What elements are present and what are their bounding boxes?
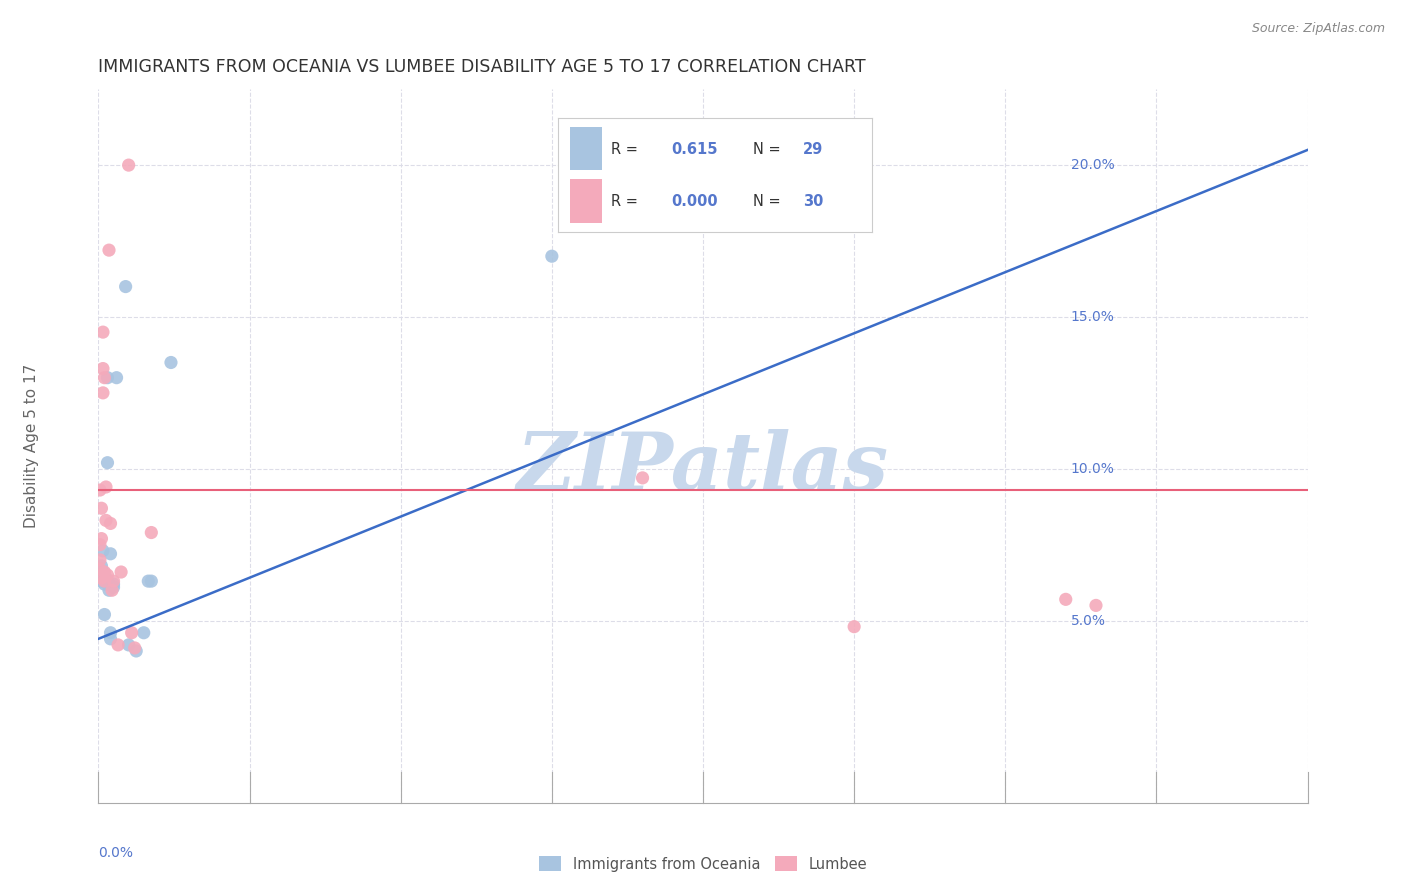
Point [90,558,112,573]
Point [89,562,111,576]
Point [93,574,115,588]
Point [631,471,654,485]
Point [110,565,132,579]
Legend: Immigrants from Oceania, Lumbee: Immigrants from Oceania, Lumbee [533,850,873,878]
Point [89,483,111,497]
Point [89,568,111,582]
Text: 20.0%: 20.0% [1070,158,1115,172]
Point [540,249,562,263]
Point [91,543,114,558]
Point [93,565,115,579]
Point [90,532,112,546]
Point [91,565,114,579]
Point [100,625,122,640]
Point [89,538,111,552]
Point [125,644,148,658]
Point [114,279,136,293]
Text: Disability Age 5 to 17: Disability Age 5 to 17 [24,364,39,528]
Point [94,574,117,588]
Text: 5.0%: 5.0% [1070,614,1105,628]
Point [96,456,118,470]
Point [91,325,114,339]
Text: 0.0%: 0.0% [98,846,134,860]
Point [93,577,115,591]
Text: Source: ZipAtlas.com: Source: ZipAtlas.com [1251,22,1385,36]
Point [94,480,117,494]
Point [107,638,129,652]
Point [101,583,124,598]
Point [132,625,155,640]
Point [93,607,115,622]
Point [100,516,122,531]
Text: 10.0%: 10.0% [1070,462,1115,475]
Text: ZIPatlas: ZIPatlas [517,429,889,506]
Point [105,370,128,384]
Point [118,638,141,652]
Point [124,640,146,655]
Point [98,583,121,598]
Point [93,574,115,588]
Point [91,571,114,585]
Point [136,574,159,588]
Point [103,580,125,594]
Point [1054,592,1077,607]
Point [96,568,118,582]
Point [93,370,115,384]
Text: IMMIGRANTS FROM OCEANIA VS LUMBEE DISABILITY AGE 5 TO 17 CORRELATION CHART: IMMIGRANTS FROM OCEANIA VS LUMBEE DISABI… [98,58,866,76]
Point [90,574,112,588]
Point [98,243,121,257]
Point [103,574,125,588]
Point [89,553,111,567]
Point [91,361,114,376]
Point [118,158,141,172]
Point [90,571,112,585]
Point [94,513,117,527]
Point [100,547,122,561]
Point [844,620,866,634]
Point [94,571,117,585]
Point [103,577,125,591]
Point [98,577,121,591]
Point [96,370,118,384]
Point [160,355,183,369]
Point [121,625,143,640]
Point [90,501,112,516]
Point [91,385,114,400]
Point [100,632,122,646]
Point [141,525,163,540]
Point [141,574,163,588]
Point [1085,599,1108,613]
Text: 15.0%: 15.0% [1070,310,1115,324]
